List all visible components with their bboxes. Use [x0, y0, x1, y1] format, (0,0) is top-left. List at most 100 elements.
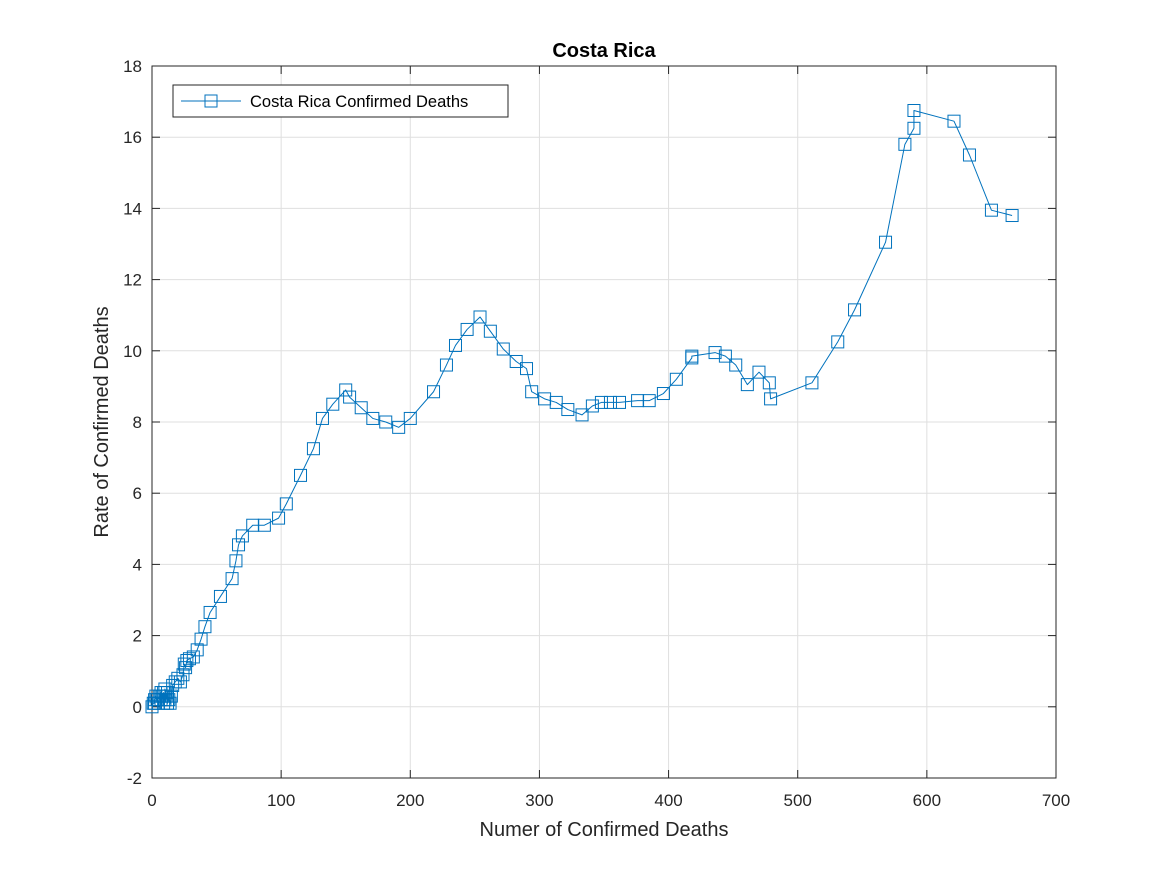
data-point-marker — [232, 538, 246, 552]
data-point-marker — [190, 643, 204, 657]
x-tick-label: 300 — [525, 791, 553, 810]
data-point-marker — [831, 335, 845, 349]
data-point-marker — [166, 678, 180, 692]
data-point-marker — [257, 518, 271, 532]
data-point-marker — [898, 137, 912, 151]
data-point-marker — [947, 114, 961, 128]
data-point-marker — [177, 657, 191, 671]
data-point-marker — [762, 376, 776, 390]
y-tick-label: 14 — [123, 199, 142, 218]
legend: Costa Rica Confirmed Deaths — [172, 84, 509, 118]
data-point-marker — [315, 411, 329, 425]
data-point-marker — [162, 693, 176, 707]
y-tick-label: 18 — [123, 57, 142, 76]
data-point-marker — [173, 675, 187, 689]
x-tick-label: 100 — [267, 791, 295, 810]
data-point-marker — [379, 415, 393, 429]
data-point-marker — [439, 358, 453, 372]
data-point-marker — [163, 696, 177, 710]
data-point-marker — [306, 442, 320, 456]
data-point-marker — [229, 554, 243, 568]
data-point-marker — [179, 661, 193, 675]
data-point-marker — [339, 383, 353, 397]
data-point-marker — [213, 589, 227, 603]
data-point-marker — [343, 390, 357, 404]
y-tick-label: -2 — [127, 769, 142, 788]
data-point-marker — [235, 529, 249, 543]
data-point-marker — [575, 408, 589, 422]
y-tick-label: 4 — [133, 555, 142, 574]
data-point-marker — [294, 468, 308, 482]
data-point-marker — [764, 392, 778, 406]
data-point-marker — [718, 349, 732, 363]
data-point-marker — [182, 652, 196, 666]
x-tick-label: 0 — [147, 791, 156, 810]
y-axis-label: Rate of Confirmed Deaths — [91, 306, 113, 537]
data-point-marker — [549, 395, 563, 409]
x-axis: 0 100 200 300 400 500 600 700 — [147, 66, 1070, 810]
data-point-marker — [448, 338, 462, 352]
data-point-marker — [279, 497, 293, 511]
data-point-marker — [656, 387, 670, 401]
data-point-marker — [642, 394, 656, 408]
data-point-marker — [366, 411, 380, 425]
data-point-marker — [685, 349, 699, 363]
data-point-marker — [752, 365, 766, 379]
data-point-marker — [585, 399, 599, 413]
x-axis-label: Numer of Confirmed Deaths — [480, 819, 729, 841]
data-point-marker — [427, 385, 441, 399]
x-tick-label: 700 — [1042, 791, 1070, 810]
data-point-marker — [669, 372, 683, 386]
data-point-marker — [729, 358, 743, 372]
data-point-marker — [613, 395, 626, 409]
data-point-marker — [708, 346, 722, 360]
y-tick-label: 0 — [133, 698, 142, 717]
y-tick-label: 10 — [123, 342, 142, 361]
series-group — [145, 104, 1019, 714]
data-point-marker — [161, 686, 174, 700]
data-point-marker — [603, 395, 617, 409]
grid — [152, 66, 1056, 778]
x-tick-label: 500 — [784, 791, 812, 810]
data-point-marker — [984, 203, 998, 217]
data-point-marker — [805, 376, 819, 390]
data-point-marker — [525, 385, 539, 399]
data-point-marker — [225, 572, 239, 586]
data-point-marker — [907, 104, 921, 117]
data-point-marker — [594, 395, 608, 409]
data-point-marker — [1005, 209, 1019, 223]
data-point-marker — [403, 411, 417, 425]
y-tick-label: 6 — [133, 484, 142, 503]
data-point-marker — [176, 668, 190, 682]
y-axis: -2 0 2 4 6 8 10 12 14 16 18 — [123, 57, 1056, 788]
data-point-marker — [496, 342, 510, 356]
data-point-marker — [473, 310, 487, 324]
data-point-marker — [171, 671, 185, 685]
data-point-marker — [483, 324, 497, 338]
y-tick-label: 16 — [123, 128, 142, 147]
data-point-marker — [186, 650, 200, 664]
legend-marker-square — [204, 94, 218, 108]
data-point-marker — [907, 121, 921, 135]
data-point-marker — [879, 235, 893, 249]
data-point-marker — [272, 511, 286, 525]
chart-title: Costa Rica — [552, 40, 656, 62]
data-point-marker — [740, 378, 754, 392]
data-point-marker — [520, 362, 534, 376]
y-tick-label: 8 — [133, 413, 142, 432]
data-point-marker — [962, 148, 976, 162]
legend-entry-label: Costa Rica Confirmed Deaths — [250, 93, 468, 111]
data-point-marker — [198, 620, 212, 634]
y-tick-label: 12 — [123, 271, 142, 290]
y-tick-label: 2 — [133, 627, 142, 646]
data-point-marker — [561, 403, 575, 417]
data-point-marker — [848, 303, 862, 317]
data-point-marker — [460, 322, 474, 336]
data-point-marker — [392, 420, 406, 434]
x-tick-label: 600 — [913, 791, 941, 810]
data-point-marker — [203, 605, 217, 619]
x-tick-label: 400 — [654, 791, 682, 810]
data-point-marker — [354, 401, 368, 415]
data-point-marker — [164, 689, 178, 703]
